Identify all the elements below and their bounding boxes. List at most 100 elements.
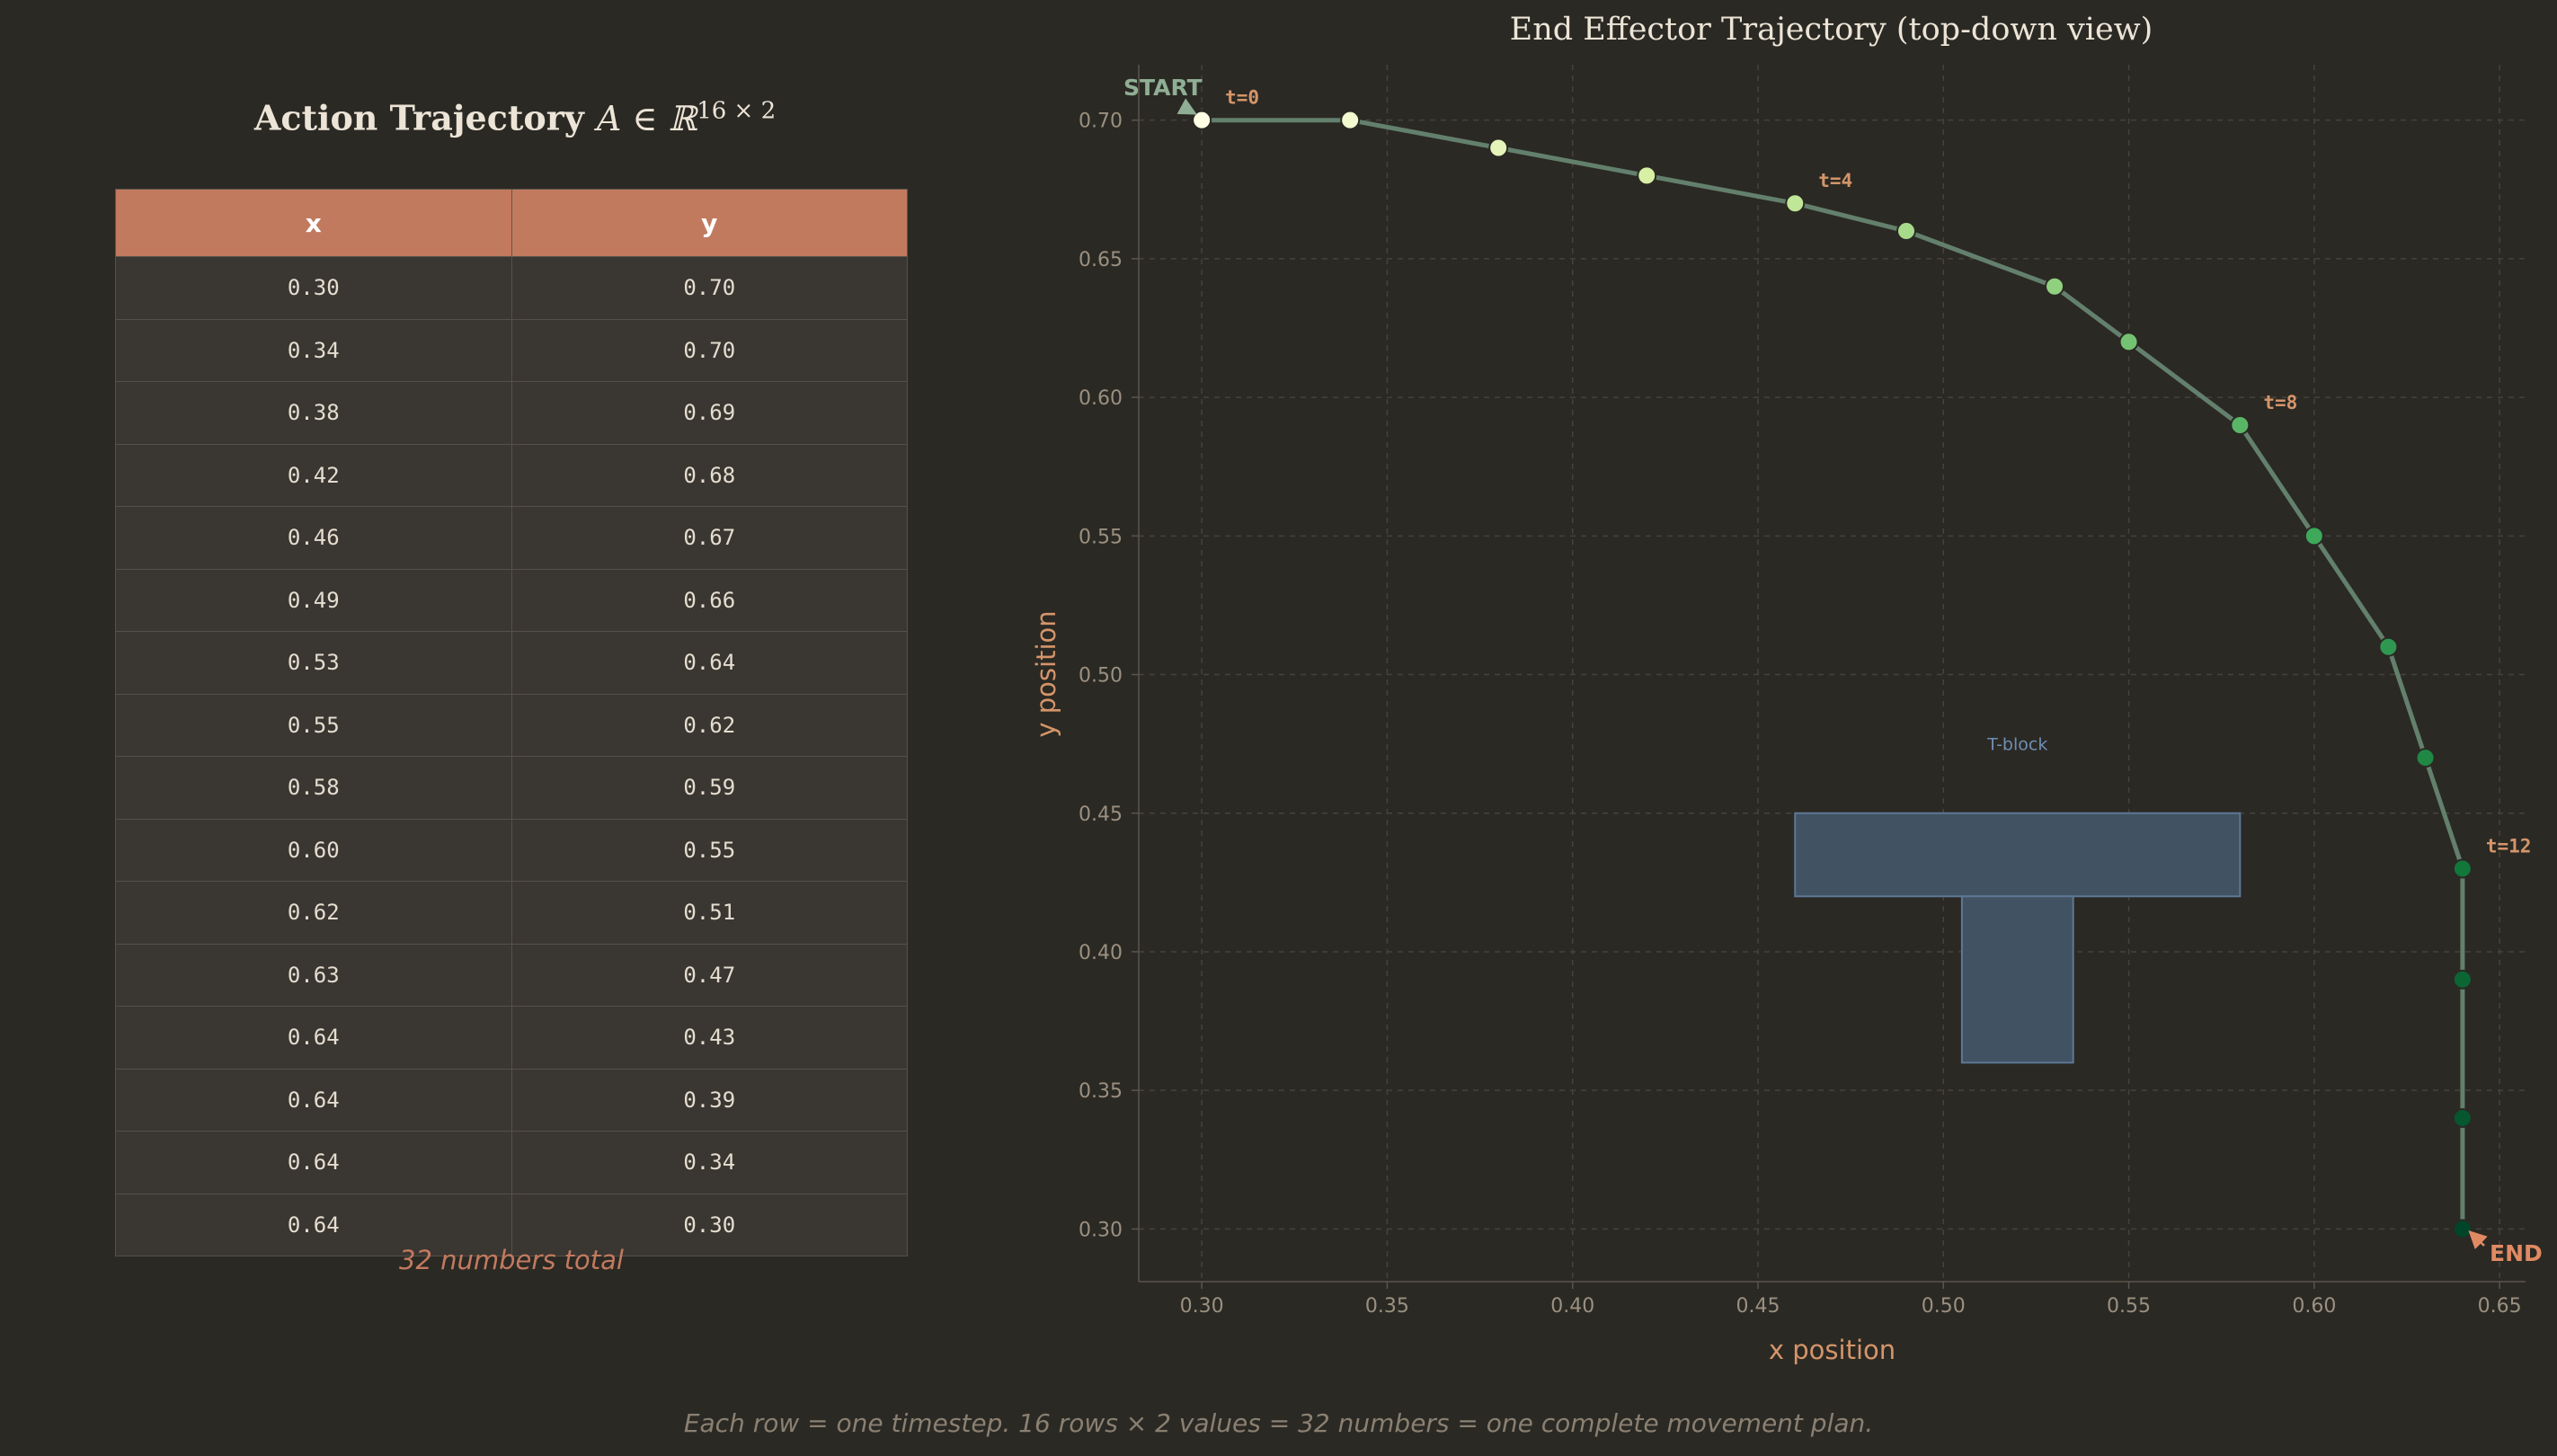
cell-x: 0.42 <box>115 443 512 507</box>
end-label: END <box>2490 1240 2543 1266</box>
trajectory-point <box>1340 110 1361 130</box>
cell-x: 0.62 <box>115 881 512 945</box>
x-tick-label: 0.50 <box>1922 1295 1966 1318</box>
table-title: Action Trajectory A ∈ ℝ16 × 2 <box>115 97 915 138</box>
table-row: 0.34 0.70 <box>115 318 908 382</box>
cell-x: 0.30 <box>115 256 512 320</box>
y-axis-label: y position <box>1031 610 1061 737</box>
cell-x: 0.64 <box>115 1006 512 1070</box>
trajectory-table: x y 0.30 0.70 0.34 0.70 0.38 0.69 0.42 0.68 0.46… <box>115 189 908 1256</box>
line-layer <box>1202 118 2465 1230</box>
cell-y: 0.67 <box>511 506 908 570</box>
point-layer <box>1192 110 2473 1239</box>
cell-x: 0.58 <box>115 756 512 820</box>
trajectory-point <box>2452 858 2473 879</box>
table-row: 0.55 0.62 <box>115 693 908 757</box>
y-tick-label: 0.50 <box>1079 665 1123 688</box>
cell-y: 0.30 <box>511 1193 908 1256</box>
cell-x: 0.53 <box>115 631 512 695</box>
cell-x: 0.64 <box>115 1131 512 1194</box>
cell-x: 0.38 <box>115 381 512 445</box>
x-tick-label: 0.35 <box>1365 1295 1409 1318</box>
table-row: 0.58 0.59 <box>115 756 908 820</box>
cell-y: 0.62 <box>511 693 908 757</box>
t-block-top-bar <box>1794 812 2242 898</box>
trajectory-point <box>2378 636 2399 657</box>
total-note: 32 numbers total <box>399 1245 624 1275</box>
start-label: START <box>1123 75 1203 101</box>
cell-x: 0.46 <box>115 506 512 570</box>
obstacle-layer: T-block <box>1794 735 2242 1064</box>
timestep-label: t=0 <box>1225 87 1259 109</box>
cell-x: 0.64 <box>115 1193 512 1256</box>
timestep-label: t=12 <box>2486 835 2532 857</box>
y-tick-label: 0.65 <box>1079 249 1123 271</box>
table-header-row: x y <box>115 189 908 257</box>
trajectory-point <box>1785 193 1806 214</box>
start-arrow <box>1176 98 1197 115</box>
x-tick-label: 0.65 <box>2478 1295 2522 1318</box>
table-row: 0.64 0.43 <box>115 1006 908 1070</box>
cell-x: 0.49 <box>115 568 512 632</box>
table-row: 0.49 0.66 <box>115 568 908 632</box>
x-tick-label: 0.30 <box>1180 1295 1224 1318</box>
table-body: 0.30 0.70 0.34 0.70 0.38 0.69 0.42 0.68 0.46 0.67… <box>115 256 908 1256</box>
trajectory-point <box>1896 221 1917 242</box>
trajectory-point <box>2230 414 2251 435</box>
annotation-layer: t=0 t=4 t=8 t=12 START END <box>1123 75 2543 1266</box>
t-block-label: T-block <box>1986 735 2047 755</box>
trajectory-point <box>1192 110 1212 130</box>
y-tick-label: 0.30 <box>1079 1219 1123 1241</box>
table-row: 0.38 0.69 <box>115 381 908 445</box>
table-title-text: Action Trajectory <box>253 97 584 138</box>
cell-y: 0.43 <box>511 1006 908 1070</box>
cell-y: 0.66 <box>511 568 908 632</box>
x-tick-label: 0.60 <box>2292 1295 2336 1318</box>
t-block-stem <box>1960 895 2074 1064</box>
trajectory-point <box>2452 1219 2473 1239</box>
trajectory-point <box>2304 526 2324 546</box>
end-arrow <box>2468 1230 2488 1250</box>
table-row: 0.46 0.67 <box>115 506 908 570</box>
y-tick-label: 0.55 <box>1079 526 1123 548</box>
y-tick-label: 0.40 <box>1079 942 1123 964</box>
grid-layer <box>1139 65 2526 1282</box>
table-title-exponent: 16 × 2 <box>697 97 777 124</box>
timestep-label: t=8 <box>2263 392 2297 413</box>
cell-y: 0.64 <box>511 631 908 695</box>
y-tick-label: 0.60 <box>1079 387 1123 410</box>
trajectory-point <box>2415 748 2436 768</box>
table-row: 0.53 0.64 <box>115 631 908 695</box>
cell-x: 0.64 <box>115 1068 512 1132</box>
table-row: 0.63 0.47 <box>115 943 908 1007</box>
x-tick-label: 0.55 <box>2107 1295 2151 1318</box>
axis-layer: 0.30 0.35 0.40 0.45 0.50 0.55 0.60 0.65 0.30 0.35… <box>1031 12 2526 1365</box>
timestep-label: t=4 <box>1818 170 1852 191</box>
cell-y: 0.59 <box>511 756 908 820</box>
y-tick-label: 0.35 <box>1079 1080 1123 1103</box>
trajectory-point <box>2452 1108 2473 1129</box>
table-title-math: A ∈ ℝ16 × 2 <box>596 97 777 138</box>
trajectory-point <box>1488 138 1509 158</box>
table-row: 0.60 0.55 <box>115 818 908 882</box>
column-header-y: y <box>511 189 908 257</box>
cell-y: 0.69 <box>511 381 908 445</box>
y-tick-label: 0.45 <box>1079 803 1123 826</box>
cell-x: 0.60 <box>115 818 512 882</box>
table-row: 0.64 0.39 <box>115 1068 908 1132</box>
cell-y: 0.70 <box>511 256 908 320</box>
cell-y: 0.39 <box>511 1068 908 1132</box>
table-title-math-symbol: A ∈ ℝ <box>596 98 697 138</box>
x-axis-label: x position <box>1769 1335 1896 1365</box>
trajectory-point <box>2118 332 2139 352</box>
cell-x: 0.63 <box>115 943 512 1007</box>
trajectory-line <box>1202 118 2465 1230</box>
chart-title: End Effector Trajectory (top-down view) <box>1510 12 2153 48</box>
y-tick-label: 0.70 <box>1079 111 1123 133</box>
x-tick-label: 0.40 <box>1550 1295 1594 1318</box>
trajectory-point <box>2452 969 2473 990</box>
cell-y: 0.47 <box>511 943 908 1007</box>
cell-x: 0.34 <box>115 318 512 382</box>
table-row: 0.30 0.70 <box>115 256 908 320</box>
